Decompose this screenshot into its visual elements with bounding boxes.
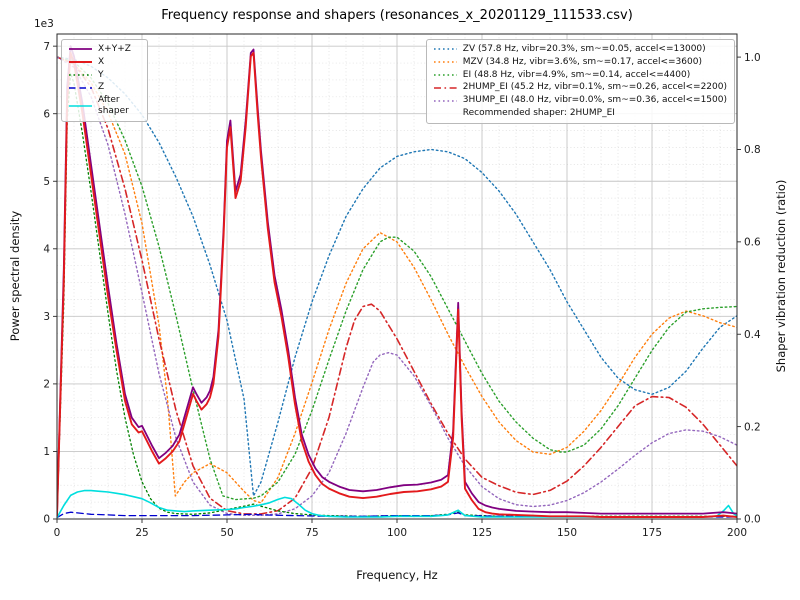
- legend-label: Z: [98, 82, 105, 93]
- chart-title: Frequency response and shapers (resonanc…: [161, 8, 633, 23]
- legend-line-swatch: [433, 70, 458, 80]
- legend-line-swatch: [433, 57, 458, 67]
- svg-text:150: 150: [557, 527, 577, 539]
- legend-label: X: [98, 56, 105, 67]
- legend-line-swatch: [433, 96, 458, 106]
- legend-item: X: [68, 57, 140, 68]
- x-axis-label: Frequency, Hz: [356, 568, 438, 582]
- svg-text:175: 175: [642, 527, 662, 539]
- legend-item: Z: [68, 82, 140, 93]
- svg-text:7: 7: [43, 41, 50, 53]
- legend-item: ZV (57.8 Hz, vibr=20.3%, sm~=0.05, accel…: [433, 44, 727, 55]
- series-2hump_ei: [57, 56, 737, 515]
- legend-label: 2HUMP_EI (45.2 Hz, vibr=0.1%, sm~=0.26, …: [462, 82, 727, 93]
- legend-line-swatch: [68, 44, 93, 54]
- series-group: [57, 45, 737, 519]
- recommended-shaper-text: Recommended shaper: 2HUMP_EI: [462, 107, 615, 118]
- legend-label: 3HUMP_EI (48.0 Hz, vibr=0.0%, sm~=0.36, …: [462, 95, 727, 106]
- legend-label: EI (48.8 Hz, vibr=4.9%, sm~=0.14, accel<…: [462, 69, 691, 80]
- legend-label: After shaper: [98, 95, 129, 116]
- legend-item: 2HUMP_EI (45.2 Hz, vibr=0.1%, sm~=0.26, …: [433, 82, 727, 93]
- legend-note: Recommended shaper: 2HUMP_EI: [433, 108, 727, 119]
- svg-text:200: 200: [727, 527, 747, 539]
- svg-text:0.2: 0.2: [744, 421, 761, 433]
- legend-item: X+Y+Z: [68, 44, 140, 55]
- series-mzv: [57, 56, 737, 504]
- series-x: [57, 51, 737, 518]
- legend-line-swatch: [68, 101, 93, 111]
- svg-text:0.0: 0.0: [744, 514, 761, 526]
- svg-text:0.8: 0.8: [744, 144, 761, 156]
- y-axis-label-left: Power spectral density: [8, 210, 22, 342]
- legend-item: 3HUMP_EI (48.0 Hz, vibr=0.0%, sm~=0.36, …: [433, 95, 727, 106]
- y-axis-label-right: Shaper vibration reduction (ratio): [774, 179, 788, 373]
- legend-item: After shaper: [68, 95, 140, 117]
- svg-text:0.6: 0.6: [744, 237, 761, 249]
- svg-text:1: 1: [43, 446, 50, 458]
- legend-empty-swatch: [433, 108, 458, 118]
- legend-psd: X+Y+Z X Y Z After shaper: [61, 39, 148, 122]
- series-3hump_ei: [57, 56, 737, 516]
- legend-line-swatch: [433, 83, 458, 93]
- y-axis-offset-text: 1e3: [34, 18, 54, 30]
- legend-label: X+Y+Z: [98, 44, 131, 54]
- legend-item: EI (48.8 Hz, vibr=4.9%, sm~=0.14, accel<…: [433, 70, 727, 81]
- axis-ticks-labels: 0 25 50 75 100 125 150 175 200 0 1 2 3 4 5 6 7 0.0 0.2 0.4 0…: [43, 41, 761, 539]
- legend-item: MZV (34.8 Hz, vibr=3.6%, sm~=0.17, accel…: [433, 57, 727, 68]
- svg-text:75: 75: [305, 527, 318, 539]
- svg-text:125: 125: [472, 527, 492, 539]
- legend-line-swatch: [68, 83, 93, 93]
- legend-label: MZV (34.8 Hz, vibr=3.6%, sm~=0.17, accel…: [462, 56, 702, 67]
- legend-label: ZV (57.8 Hz, vibr=20.3%, sm~=0.05, accel…: [462, 44, 706, 54]
- series-ei: [57, 56, 737, 501]
- legend-line-swatch: [433, 44, 458, 54]
- svg-text:1.0: 1.0: [744, 52, 761, 64]
- svg-text:0: 0: [43, 514, 50, 526]
- series-x-y-z: [57, 45, 737, 516]
- series-y: [57, 72, 737, 517]
- svg-text:0: 0: [54, 527, 61, 539]
- svg-text:6: 6: [43, 108, 50, 120]
- svg-text:100: 100: [387, 527, 407, 539]
- legend-line-swatch: [68, 70, 93, 80]
- legend-label: Y: [98, 69, 104, 80]
- legend-line-swatch: [68, 57, 93, 67]
- svg-text:5: 5: [43, 176, 50, 188]
- svg-text:4: 4: [43, 244, 50, 256]
- legend-shapers: ZV (57.8 Hz, vibr=20.3%, sm~=0.05, accel…: [425, 39, 735, 124]
- svg-text:50: 50: [220, 527, 233, 539]
- svg-text:3: 3: [43, 311, 50, 323]
- svg-text:2: 2: [43, 379, 50, 391]
- svg-text:0.4: 0.4: [744, 329, 761, 341]
- svg-text:25: 25: [135, 527, 148, 539]
- legend-item: Y: [68, 70, 140, 81]
